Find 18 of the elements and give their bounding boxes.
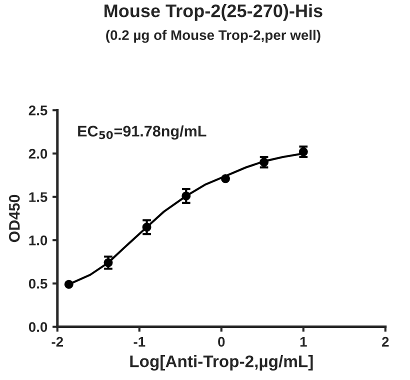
- x-tick-label: -2: [52, 336, 64, 347]
- y-tick-label: 1.0: [29, 235, 48, 246]
- chart-subtitle: (0.2 µg of Mouse Trop-2,per well): [106, 30, 320, 43]
- y-tick-label: 2.5: [28, 106, 48, 116]
- x-axis-title: Log[Anti-Trop-2,µg/mL]: [130, 355, 313, 371]
- y-tick-label: 0.0: [28, 322, 48, 332]
- y-axis-title: OD450: [8, 194, 20, 242]
- chart-title: Mouse Trop-2(25-270)-His: [104, 4, 322, 21]
- x-tick-label: -1: [134, 337, 146, 347]
- x-tick-label: 1: [300, 337, 307, 347]
- point: [221, 174, 230, 184]
- y-tick-label: 0.5: [28, 278, 48, 289]
- y-tick-label: 2.0: [28, 148, 48, 159]
- annotation: EC$_{50}$=91.78ng/mL: [78, 125, 206, 140]
- x-tick-label: 0: [218, 336, 225, 347]
- y-tick-label: 1.5: [29, 192, 48, 202]
- x-tick-label: 2: [382, 336, 389, 347]
- point: [64, 280, 74, 289]
